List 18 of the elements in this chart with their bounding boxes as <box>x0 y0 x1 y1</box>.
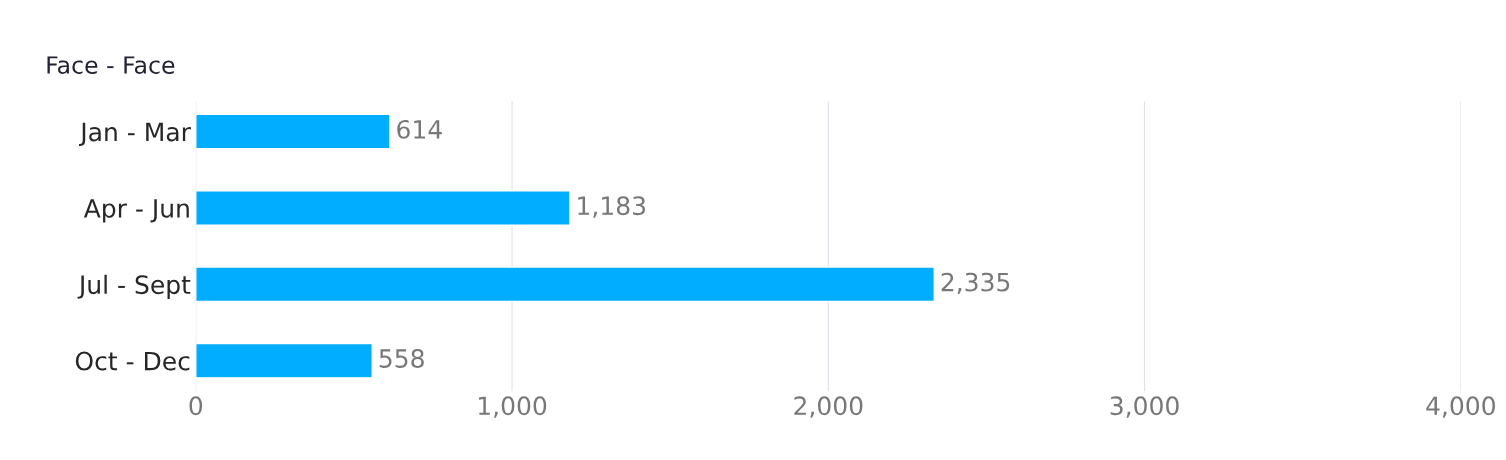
chart-title: Face - Face <box>47 56 175 74</box>
y-tick-label: Oct - Dec <box>75 351 190 371</box>
data-label: 1,183 <box>578 196 646 218</box>
data-label: 2,335 <box>941 272 1010 295</box>
bar <box>195 113 391 150</box>
x-tick-label: 3,000 <box>1110 396 1179 418</box>
bar <box>195 266 935 303</box>
bar <box>195 190 571 226</box>
x-tick-label: 4,000 <box>1426 396 1495 418</box>
x-tick-label: 1,000 <box>479 396 547 418</box>
bar <box>195 342 373 379</box>
data-label: 558 <box>379 348 424 368</box>
x-tick-label: 2,000 <box>794 396 863 418</box>
y-tick-label: Jul - Sept <box>77 274 191 299</box>
x-tick-label: 0 <box>189 396 203 416</box>
y-tick-label: Jan - Mar <box>79 122 191 147</box>
y-tick-label: Apr - Jun <box>83 199 189 223</box>
data-label: 614 <box>397 119 442 139</box>
